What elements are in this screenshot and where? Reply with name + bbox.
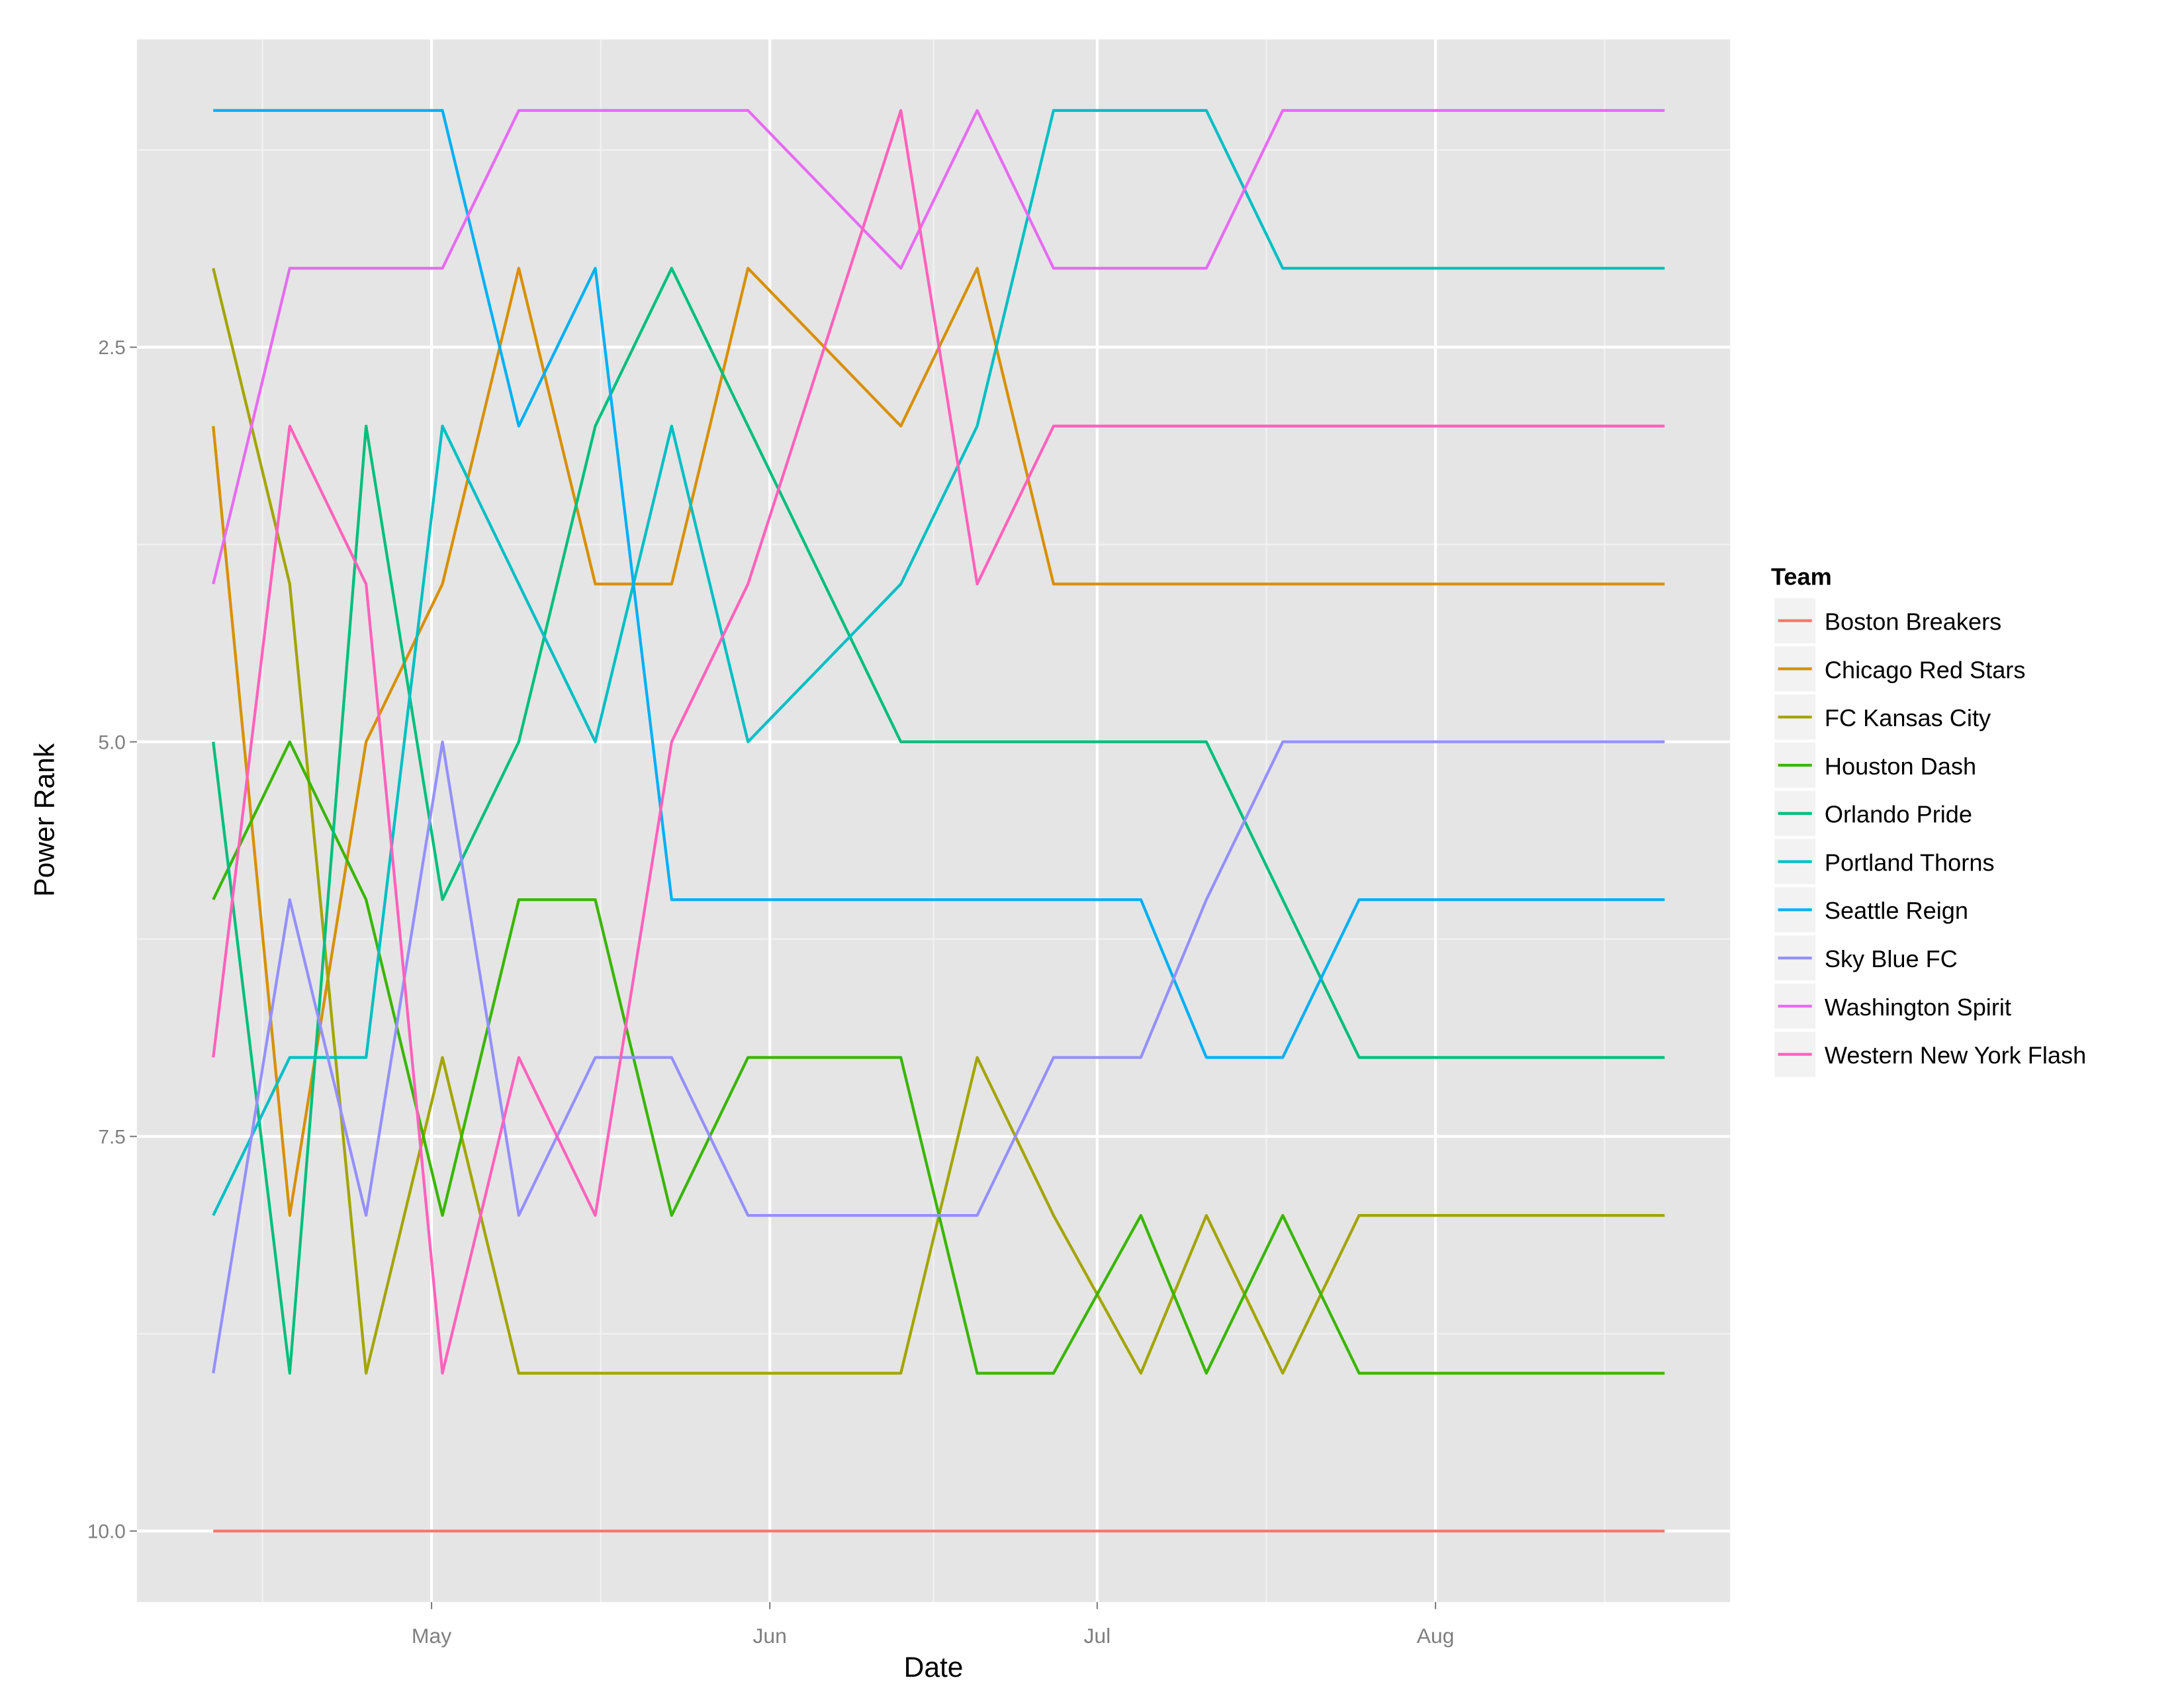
x-tick-label: Jun bbox=[752, 1624, 786, 1648]
legend-label: Sky Blue FC bbox=[1825, 945, 1958, 972]
legend-label: FC Kansas City bbox=[1825, 704, 1991, 731]
y-tick-label: 2.5 bbox=[98, 337, 125, 359]
x-axis: May Jun Jul Aug bbox=[412, 1602, 1455, 1648]
x-tick-label: Aug bbox=[1417, 1624, 1455, 1648]
y-axis-title: Power Rank bbox=[28, 743, 60, 897]
x-tick-label: Jul bbox=[1083, 1624, 1111, 1648]
legend: Team Boston Breakers Chicago Red Stars FC … bbox=[1771, 563, 2086, 1078]
x-tick-label: May bbox=[412, 1624, 451, 1648]
legend-label: Orlando Pride bbox=[1825, 801, 1972, 828]
legend-label: Boston Breakers bbox=[1825, 608, 2001, 635]
minor-gridlines bbox=[136, 39, 1731, 1603]
series-lines bbox=[212, 109, 1665, 1533]
series-line-western-new-york-flash bbox=[212, 109, 1665, 1375]
legend-label: Houston Dash bbox=[1825, 753, 1976, 780]
y-axis: 2.5 5.0 7.5 10.0 bbox=[87, 337, 137, 1543]
series-line-houston-dash bbox=[212, 740, 1665, 1375]
legend-label: Portland Thorns bbox=[1825, 849, 1995, 876]
y-tick-label: 10.0 bbox=[87, 1521, 126, 1543]
x-axis-title: Date bbox=[904, 1652, 964, 1683]
legend-title: Team bbox=[1771, 563, 1832, 590]
series-line-washington-spirit bbox=[212, 109, 1665, 585]
y-tick-label: 5.0 bbox=[98, 731, 125, 753]
legend-label: Washington Spirit bbox=[1825, 994, 2011, 1021]
legend-label: Seattle Reign bbox=[1825, 897, 1968, 924]
y-tick-label: 7.5 bbox=[98, 1126, 125, 1148]
legend-label: Chicago Red Stars bbox=[1825, 656, 2026, 683]
series-line-seattle-reign bbox=[213, 109, 1665, 1059]
legend-label: Western New York Flash bbox=[1825, 1042, 2086, 1069]
